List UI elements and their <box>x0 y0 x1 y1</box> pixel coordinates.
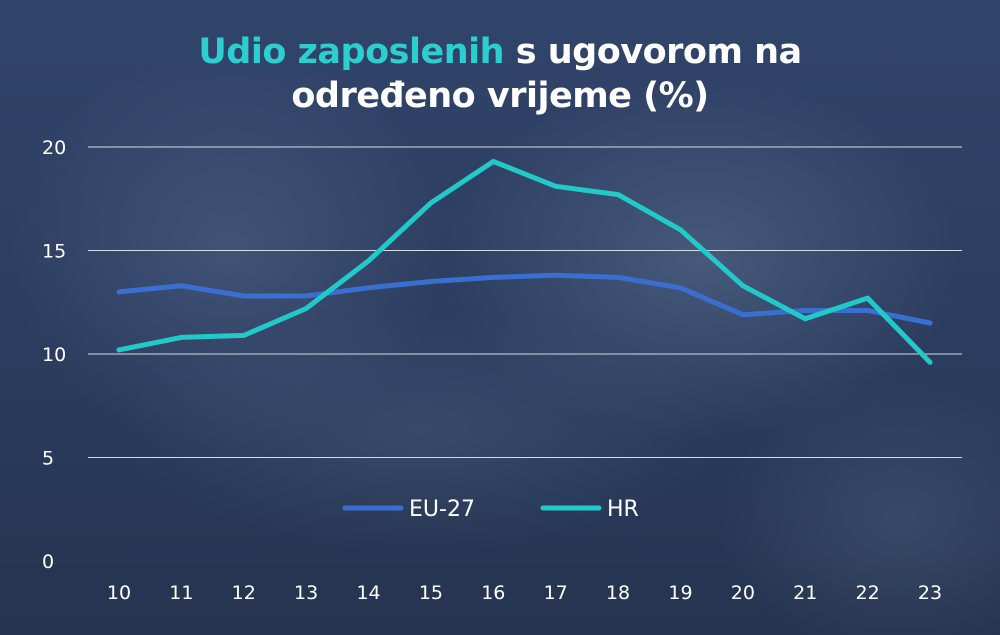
y-axis-ticks: 0 5 10 15 20 <box>42 137 66 573</box>
x-tick-label-19: 19 <box>668 582 692 604</box>
x-tick-label-17: 17 <box>544 582 568 604</box>
legend-label-hr: HR <box>607 497 639 522</box>
title-rest: s ugovorom na <box>504 32 802 72</box>
x-tick-label-18: 18 <box>606 582 630 604</box>
series-line-hr <box>116 159 933 365</box>
series-lines <box>116 159 933 365</box>
x-tick-label-20: 20 <box>731 582 755 604</box>
y-tick-label-10: 10 <box>42 344 66 366</box>
x-tick-label-21: 21 <box>793 582 817 604</box>
title-highlight: Udio zaposlenih <box>198 32 505 72</box>
y-tick-label-20: 20 <box>42 137 66 159</box>
x-tick-label-15: 15 <box>419 582 443 604</box>
x-tick-label-16: 16 <box>481 582 505 604</box>
x-tick-label-12: 12 <box>232 582 256 604</box>
chart-title: Udio zaposlenih s ugovorom na određeno v… <box>0 30 1000 118</box>
x-tick-label-14: 14 <box>356 582 380 604</box>
x-tick-label-22: 22 <box>856 582 880 604</box>
y-tick-label-0: 0 <box>42 551 54 573</box>
x-tick-label-13: 13 <box>294 582 318 604</box>
x-tick-label-10: 10 <box>107 582 131 604</box>
legend-label-eu-27: EU-27 <box>409 497 475 522</box>
title-line2: određeno vrijeme (%) <box>291 76 709 116</box>
grid-lines <box>88 146 962 458</box>
x-axis-ticks: 10 11 12 13 14 15 16 17 18 19 20 21 22 23 <box>107 582 942 604</box>
y-tick-label-15: 15 <box>42 241 66 263</box>
x-tick-label-23: 23 <box>918 582 942 604</box>
x-tick-label-11: 11 <box>169 582 193 604</box>
legend: EU-27 HR <box>342 497 639 522</box>
y-tick-label-5: 5 <box>42 448 54 470</box>
